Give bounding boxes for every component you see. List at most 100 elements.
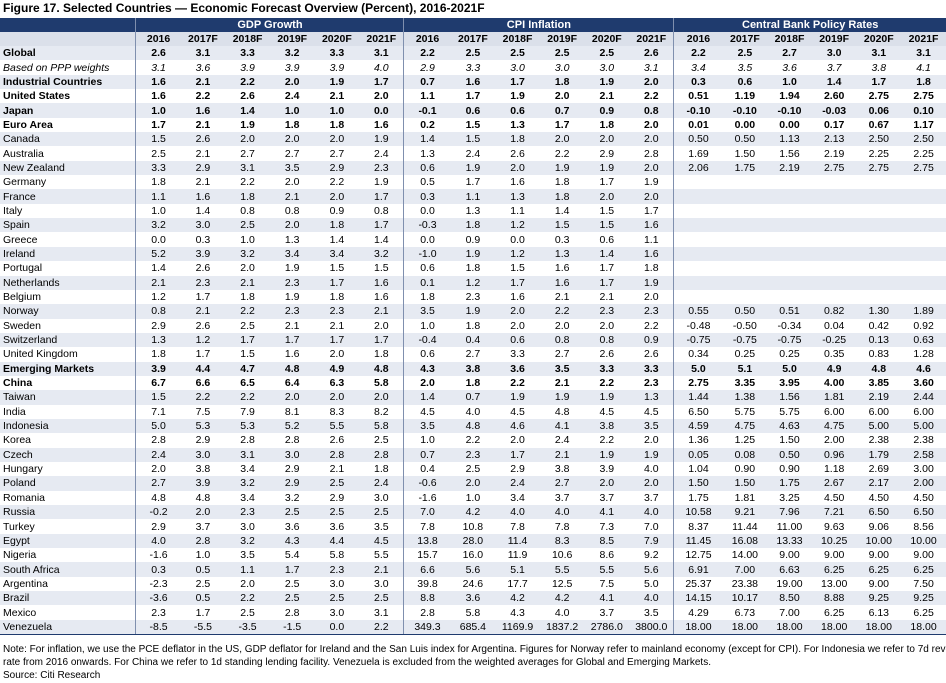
gdp-cell: 3.1 (373, 606, 389, 619)
gdp-cell: 1.0 (240, 233, 255, 246)
cpi-cell: 2.1 (539, 447, 585, 462)
cpi-cell: 1.7 (495, 275, 540, 290)
gdp-cell: 3.1 (135, 60, 181, 75)
gdp-cell: 3.5 (240, 549, 255, 562)
gdp-cell: 2.1 (195, 147, 211, 160)
cpi-cell: 4.5 (599, 405, 615, 418)
cpi-cell: 2.9 (510, 463, 525, 476)
country-name: Canada (0, 132, 136, 147)
cpi-cell: 2.1 (599, 291, 615, 304)
gdp-cell: 2.6 (135, 46, 181, 61)
cpi-cell: 2.0 (643, 118, 659, 131)
rate-cell: 0.17 (823, 118, 845, 131)
rate-cell (767, 189, 812, 204)
cpi-cell: 1.1 (450, 189, 496, 204)
country-name: China (3, 377, 33, 390)
gdp-cell: 7.1 (135, 404, 181, 419)
rate-cell: 2.17 (856, 476, 902, 491)
cpi-cell: 2.2 (599, 377, 615, 390)
rate-cell: 1.50 (722, 476, 768, 491)
rate-cell: 2.75 (856, 160, 902, 176)
gdp-cell: 1.7 (314, 332, 360, 348)
cpi-cell: 3.0 (554, 61, 570, 74)
gdp-cell: 1.6 (135, 74, 181, 90)
cpi-cell: 2.2 (510, 377, 525, 390)
table-row: Sweden 2.9 2.6 2.5 2.1 2.1 2.0 1.0 1.8 2.0 2.0 2.0 2… (0, 318, 946, 333)
gdp-cell: 2.0 (329, 348, 345, 361)
table-row: Nigeria -1.6 1.0 3.5 5.4 5.8 5.5 15.7 16.0 11.9 10… (0, 548, 946, 563)
rate-cell: 3.7 (826, 61, 842, 74)
rate-cell: 1.25 (734, 434, 756, 447)
cpi-cell: 2.4 (495, 476, 540, 491)
rate-cell: 1.50 (734, 147, 756, 160)
cpi-cell: 2.0 (495, 160, 540, 176)
rate-cell: 1.30 (856, 304, 902, 319)
cpi-cell: 1.9 (510, 90, 525, 103)
cpi-cell: 1.9 (584, 74, 630, 90)
table-row: Taiwan 1.5 2.2 2.2 2.0 2.0 2.0 1.4 0.7 1.9 1.9 1.9 1… (0, 390, 946, 405)
gdp-cell: 2.9 (269, 476, 315, 491)
cpi-cell: -1.6 (403, 490, 451, 505)
rate-cell (722, 275, 768, 290)
table-row: India 7.1 7.5 7.9 8.1 8.3 8.2 4.5 4.0 4.5 4.8 4.5 4.… (0, 404, 946, 419)
cpi-cell: 1.2 (450, 275, 496, 290)
rate-cell: 1.50 (673, 476, 723, 491)
cpi-cell: 1.4 (403, 132, 451, 147)
gdp-cell: 2.5 (269, 591, 315, 606)
gdp-cell: 4.8 (359, 361, 404, 376)
cpi-cell: 3.7 (554, 491, 570, 504)
rate-cell: 0.05 (673, 447, 723, 462)
gdp-cell: 0.9 (329, 204, 345, 217)
gdp-cell: 1.5 (135, 390, 181, 405)
gdp-cell: 1.5 (329, 262, 345, 275)
cpi-cell: 1169.9 (495, 619, 540, 636)
gdp-cell: 3.6 (284, 520, 300, 533)
rate-cell: 1.38 (722, 390, 768, 405)
rate-cell: 8.50 (767, 591, 812, 606)
rate-cell: 1.75 (767, 476, 812, 491)
gdp-cell: -3.6 (135, 591, 181, 606)
rate-cell: 6.25 (856, 562, 902, 577)
gdp-cell: 2.5 (195, 577, 211, 590)
rate-cell (673, 203, 723, 219)
rate-cell: 0.82 (811, 304, 857, 319)
gdp-cell: 2.6 (240, 90, 255, 103)
gdp-cell: 1.9 (284, 291, 300, 304)
rate-cell: 2.44 (901, 390, 946, 405)
gdp-cell: 1.0 (195, 549, 211, 562)
gdp-cell: 2.0 (225, 132, 270, 147)
rate-cell: 2.00 (823, 434, 845, 447)
gdp-cell: 2.3 (359, 160, 404, 176)
cpi-cell: 0.7 (403, 74, 451, 90)
country-name: Egypt (0, 533, 136, 549)
rate-cell: 1.50 (779, 434, 800, 447)
rate-cell: -0.75 (767, 332, 812, 348)
country-name: Netherlands (0, 275, 136, 290)
gdp-cell: 1.7 (269, 562, 315, 577)
cpi-cell: 1.9 (584, 447, 630, 462)
gdp-cell: 3.0 (373, 491, 389, 504)
table-row: Germany 1.8 2.1 2.2 2.0 2.2 1.9 0.5 1.7 1.6 1.8 1.7… (0, 175, 946, 190)
rate-cell: 4.75 (722, 418, 768, 434)
gdp-cell: 2.2 (225, 591, 270, 606)
cpi-cell: 2.5 (465, 463, 481, 476)
gdp-cell: 1.1 (135, 189, 181, 204)
cpi-cell: 1.1 (510, 204, 525, 217)
cpi-cell: 4.3 (510, 606, 525, 619)
rate-cell (767, 261, 812, 275)
cpi-cell: 2.7 (539, 476, 585, 491)
rate-cell (723, 232, 768, 246)
cpi-cell: 24.6 (462, 577, 484, 590)
gdp-cell: 1.0 (314, 103, 360, 118)
cpi-cell: 1.5 (510, 262, 525, 275)
year-header: 2019F (269, 32, 315, 46)
year-header: 2019F (539, 32, 585, 46)
country-name: United States (3, 90, 71, 103)
cpi-cell: 0.0 (403, 203, 451, 219)
cpi-cell: 4.2 (450, 505, 496, 520)
gdp-cell: 1.0 (135, 103, 181, 118)
rate-cell: 0.51 (673, 89, 723, 104)
rate-cell (673, 289, 723, 305)
gdp-cell: 1.8 (329, 118, 345, 131)
rate-cell: 1.4 (811, 74, 857, 90)
